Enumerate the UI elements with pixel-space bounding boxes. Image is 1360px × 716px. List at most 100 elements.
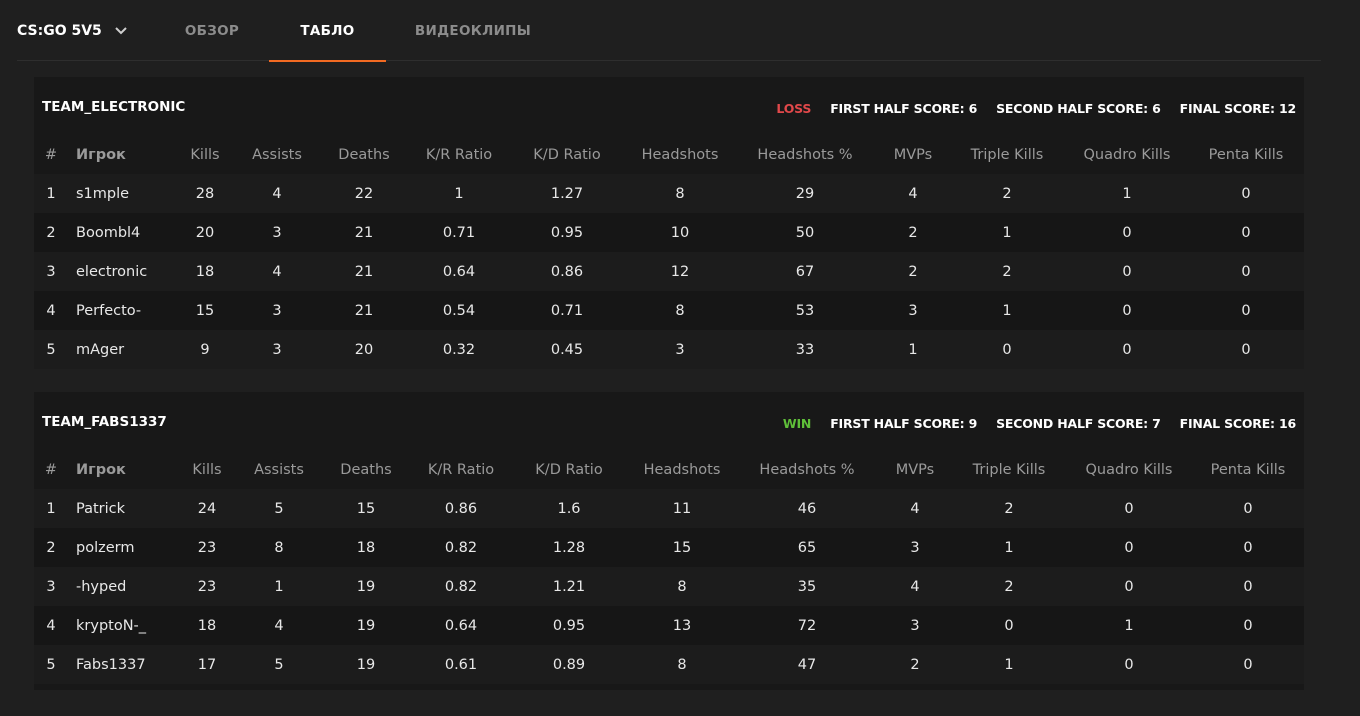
table-row[interactable]: 3 -hyped 23 1 19 0.82 1.21 8 35 4 2 0 0 <box>34 567 1304 606</box>
cell-kr-ratio: 0.71 <box>442 224 476 241</box>
cell-deaths: 22 <box>354 185 374 202</box>
column-header-rank[interactable]: # <box>44 461 58 478</box>
cell-mvps: 3 <box>910 539 920 556</box>
cell-player-name[interactable]: Boombl4 <box>76 224 141 241</box>
column-header-kills[interactable]: Kills <box>190 146 220 163</box>
cell-player-name[interactable]: mAger <box>76 341 125 358</box>
cell-kills: 28 <box>195 185 215 202</box>
cell-player-name[interactable]: Fabs1337 <box>76 656 146 673</box>
column-header-deaths[interactable]: Deaths <box>340 461 392 478</box>
cell-deaths: 20 <box>354 341 374 358</box>
column-header-triple-kills[interactable]: Triple Kills <box>972 461 1046 478</box>
cell-penta-kills: 0 <box>1243 500 1253 517</box>
cell-player-name[interactable]: Patrick <box>76 500 126 517</box>
column-header-kr-ratio[interactable]: K/R Ratio <box>425 146 493 163</box>
cell-rank: 2 <box>46 224 56 241</box>
column-header-quadro-kills[interactable]: Quadro Kills <box>1083 146 1171 163</box>
cell-triple-kills: 0 <box>1002 341 1012 358</box>
column-header-kd-ratio[interactable]: K/D Ratio <box>535 461 603 478</box>
cell-deaths: 19 <box>356 578 376 595</box>
first-half-score: FIRST HALF SCORE: 6 <box>830 101 978 116</box>
column-header-deaths[interactable]: Deaths <box>338 146 390 163</box>
column-header-assists[interactable]: Assists <box>254 461 304 478</box>
cell-player-name[interactable]: -hyped <box>76 578 127 595</box>
cell-triple-kills: 0 <box>1004 617 1014 634</box>
cell-penta-kills: 0 <box>1241 263 1251 280</box>
cell-player-name[interactable]: polzerm <box>76 539 135 556</box>
cell-deaths: 19 <box>356 617 376 634</box>
top-nav <box>17 0 1321 61</box>
table-row[interactable]: 1 Patrick 24 5 15 0.86 1.6 11 46 4 2 0 0 <box>34 489 1304 528</box>
cell-headshots-percent: 29 <box>795 185 815 202</box>
column-header-player-name[interactable]: Игрок <box>76 146 126 163</box>
cell-rank: 3 <box>46 263 56 280</box>
team-score-summary: WIN FIRST HALF SCORE: 9 SECOND HALF SCOR… <box>783 416 1296 431</box>
cell-headshots: 15 <box>672 539 692 556</box>
column-header-headshots[interactable]: Headshots <box>643 461 721 478</box>
cell-kr-ratio: 0.82 <box>444 539 478 556</box>
table-row[interactable]: 3 electronic 18 4 21 0.64 0.86 12 67 2 2 0 0 <box>34 252 1304 291</box>
column-header-assists[interactable]: Assists <box>252 146 302 163</box>
column-header-penta-kills[interactable]: Penta Kills <box>1208 146 1284 163</box>
table-header-row: # Игрок Kills Assists Deaths K/R Ratio K/D Rat… <box>34 450 1304 489</box>
cell-rank: 4 <box>46 302 56 319</box>
cell-headshots-percent: 35 <box>797 578 817 595</box>
cell-deaths: 19 <box>356 656 376 673</box>
cell-mvps: 2 <box>908 263 918 280</box>
table-row[interactable]: 4 Perfecto- 15 3 21 0.54 0.71 8 53 3 1 0 0 <box>34 291 1304 330</box>
column-header-triple-kills[interactable]: Triple Kills <box>970 146 1044 163</box>
column-header-kd-ratio[interactable]: K/D Ratio <box>533 146 601 163</box>
cell-player-name[interactable]: Perfecto- <box>76 302 142 319</box>
cell-kd-ratio: 1.27 <box>550 185 584 202</box>
game-mode-select[interactable]: CS:GO 5V5 <box>17 0 128 61</box>
column-header-kills[interactable]: Kills <box>192 461 222 478</box>
tab-overview[interactable]: ОБЗОР <box>169 0 255 61</box>
cell-triple-kills: 1 <box>1004 656 1014 673</box>
cell-headshots-percent: 72 <box>797 617 817 634</box>
final-score: FINAL SCORE: 12 <box>1179 101 1297 116</box>
first-half-score: FIRST HALF SCORE: 9 <box>830 416 978 431</box>
cell-kd-ratio: 0.89 <box>552 656 586 673</box>
column-header-headshots-percent[interactable]: Headshots % <box>757 146 853 163</box>
cell-assists: 4 <box>272 263 282 280</box>
column-header-kr-ratio[interactable]: K/R Ratio <box>427 461 495 478</box>
cell-assists: 1 <box>274 578 284 595</box>
table-row[interactable]: 5 mAger 9 3 20 0.32 0.45 3 33 1 0 0 0 <box>34 330 1304 369</box>
column-header-headshots-percent[interactable]: Headshots % <box>759 461 855 478</box>
cell-rank: 1 <box>46 500 56 517</box>
table-row[interactable]: 1 s1mple 28 4 22 1 1.27 8 29 4 2 1 0 <box>34 174 1304 213</box>
cell-triple-kills: 2 <box>1004 578 1014 595</box>
cell-headshots: 11 <box>672 500 692 517</box>
column-header-penta-kills[interactable]: Penta Kills <box>1210 461 1286 478</box>
cell-triple-kills: 1 <box>1002 224 1012 241</box>
tab-videoclips[interactable]: ВИДЕОКЛИПЫ <box>402 0 544 61</box>
cell-mvps: 4 <box>910 500 920 517</box>
cell-triple-kills: 1 <box>1002 302 1012 319</box>
cell-player-name[interactable]: s1mple <box>76 185 130 202</box>
cell-kills: 23 <box>197 539 217 556</box>
cell-player-name[interactable]: kryptoN-_ <box>76 617 147 634</box>
table-row[interactable]: 4 kryptoN-_ 18 4 19 0.64 0.95 13 72 3 0 1 0 <box>34 606 1304 645</box>
column-header-quadro-kills[interactable]: Quadro Kills <box>1085 461 1173 478</box>
column-header-player-name[interactable]: Игрок <box>76 461 126 478</box>
table-row[interactable]: 2 Boombl4 20 3 21 0.71 0.95 10 50 2 1 0 0 <box>34 213 1304 252</box>
column-header-rank[interactable]: # <box>44 146 58 163</box>
cell-penta-kills: 0 <box>1241 341 1251 358</box>
cell-quadro-kills: 0 <box>1122 302 1132 319</box>
cell-kr-ratio: 0.86 <box>444 500 478 517</box>
column-header-headshots[interactable]: Headshots <box>641 146 719 163</box>
cell-kr-ratio: 0.64 <box>444 617 478 634</box>
cell-rank: 5 <box>46 341 56 358</box>
table-row[interactable]: 2 polzerm 23 8 18 0.82 1.28 15 65 3 1 0 0 <box>34 528 1304 567</box>
column-header-mvps[interactable]: MVPs <box>893 146 933 163</box>
table-row[interactable]: 5 Fabs1337 17 5 19 0.61 0.89 8 47 2 1 0 0 <box>34 645 1304 684</box>
cell-headshots-percent: 53 <box>795 302 815 319</box>
cell-deaths: 21 <box>354 224 374 241</box>
team-name: TEAM_ELECTRONIC <box>42 99 186 115</box>
tab-scoreboard[interactable]: ТАБЛО <box>269 0 386 62</box>
column-header-mvps[interactable]: MVPs <box>895 461 935 478</box>
cell-player-name[interactable]: electronic <box>76 263 148 280</box>
cell-deaths: 21 <box>354 302 374 319</box>
final-score: FINAL SCORE: 16 <box>1179 416 1297 431</box>
cell-assists: 8 <box>274 539 284 556</box>
